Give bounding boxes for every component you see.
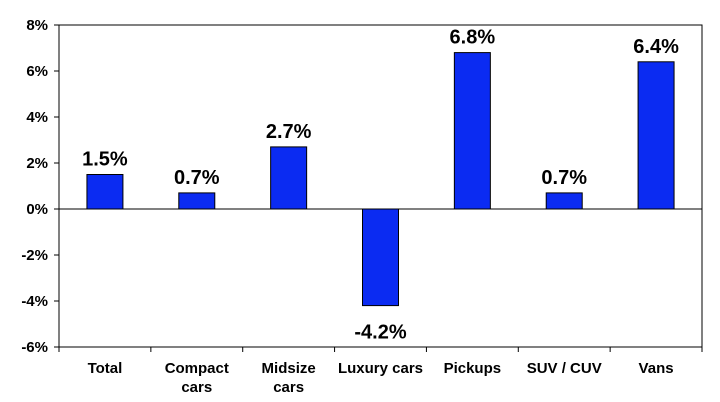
- category-label: Luxury cars: [338, 360, 423, 377]
- x-axis: Total Compact cars Midsize cars Luxury cars Pi…: [58, 347, 703, 396]
- data-label: 1.5%: [82, 149, 128, 171]
- category-label: cars: [181, 379, 212, 396]
- y-tick-label: 0%: [26, 201, 48, 218]
- y-tick-label: 8%: [26, 17, 48, 34]
- y-tick-label: -2%: [21, 247, 48, 264]
- bar: [270, 146, 308, 210]
- category-label: Midsize: [262, 360, 316, 377]
- category-label: cars: [273, 379, 304, 396]
- bar: [545, 192, 583, 210]
- data-label: 6.8%: [450, 27, 496, 49]
- data-label: 2.7%: [266, 121, 312, 143]
- bar: [637, 61, 675, 210]
- data-labels: 1.5% 0.7% 2.7% -4.2% 6.8% 0.7% 6.4%: [82, 27, 679, 344]
- bar: [178, 192, 216, 210]
- data-label: 6.4%: [633, 36, 679, 58]
- bar-series: [86, 52, 675, 307]
- bar: [86, 174, 124, 210]
- y-tick-label: 6%: [26, 63, 48, 80]
- y-tick-label: 2%: [26, 155, 48, 172]
- category-label: Compact: [165, 360, 229, 377]
- y-tick-label: -6%: [21, 339, 48, 356]
- bar: [453, 52, 491, 210]
- data-label: 0.7%: [174, 167, 220, 189]
- category-label: SUV / CUV: [527, 360, 602, 377]
- y-tick-label: -4%: [21, 293, 48, 310]
- category-label: Pickups: [444, 360, 502, 377]
- category-label: Vans: [639, 360, 674, 377]
- category-label: Total: [88, 360, 123, 377]
- bar: [362, 208, 399, 307]
- data-label: 0.7%: [541, 167, 587, 189]
- data-label: -4.2%: [354, 322, 406, 344]
- y-tick-label: 4%: [26, 109, 48, 126]
